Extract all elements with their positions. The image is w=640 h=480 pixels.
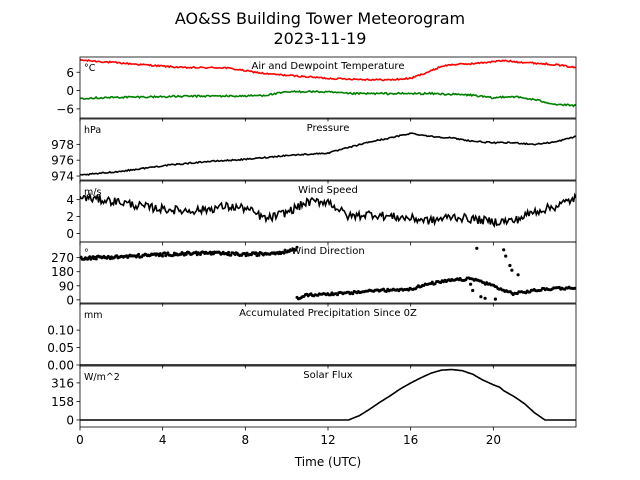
solar-ytick-label: 316 bbox=[51, 376, 74, 390]
wind_direction-ytick-label: 0 bbox=[66, 293, 74, 307]
wind_direction-point bbox=[294, 248, 298, 252]
wind_speed-series-0 bbox=[80, 191, 576, 229]
pressure-ytick-label: 974 bbox=[51, 170, 74, 184]
pressure-unit-label: hPa bbox=[84, 125, 101, 136]
wind_direction-outlier-point bbox=[479, 295, 483, 299]
temp-series-0 bbox=[80, 58, 576, 82]
figure-title-line2: 2023-11-19 bbox=[274, 29, 367, 48]
solar-series-0 bbox=[80, 368, 576, 421]
wind_direction-outlier-point bbox=[483, 296, 487, 300]
temp-ytick-label: 6 bbox=[66, 66, 74, 80]
wind_direction-point bbox=[137, 252, 141, 256]
wind_direction-outlier-point bbox=[504, 254, 508, 258]
figure-title-line1: AO&SS Building Tower Meteorogram bbox=[175, 9, 465, 28]
precip-unit-label: mm bbox=[84, 310, 103, 321]
wind_direction-outlier-point bbox=[493, 297, 497, 301]
x-tick-label: 0 bbox=[76, 433, 84, 447]
temp-unit-label: °C bbox=[84, 63, 96, 74]
wind_direction-point bbox=[229, 253, 233, 257]
wind_direction-outlier-point bbox=[508, 263, 512, 268]
pressure-panel-title: Pressure bbox=[307, 123, 350, 134]
panel-pressure: 978 976 974 hPa Pressure bbox=[51, 118, 577, 184]
wind_direction-outlier-point bbox=[510, 268, 514, 272]
x-tick-label: 12 bbox=[320, 433, 335, 447]
wind_speed-ytick-label: 4 bbox=[66, 193, 74, 207]
chart-panels: 6 0 −6 °C Air and Dewpoint Temperature 978 976… bbox=[47, 56, 577, 431]
wind_direction-outlier-point bbox=[502, 248, 506, 252]
temp-ytick-label: −6 bbox=[56, 102, 74, 116]
wind_direction-series-1 bbox=[295, 276, 576, 301]
x-axis-label: Time (UTC) bbox=[294, 455, 361, 469]
wind_direction-point bbox=[295, 245, 299, 249]
solar-ytick-label: 0 bbox=[66, 413, 74, 427]
solar-ytick-label: 158 bbox=[51, 395, 74, 409]
x-tick-label: 16 bbox=[403, 433, 418, 447]
pressure-ytick-label: 978 bbox=[51, 138, 74, 152]
wind_direction-series-0 bbox=[80, 245, 299, 261]
wind_speed-panel-title: Wind Speed bbox=[298, 185, 358, 196]
panel-temp: 6 0 −6 °C Air and Dewpoint Temperature bbox=[56, 56, 577, 122]
wind_direction-ytick-label: 270 bbox=[51, 251, 74, 265]
wind_direction-point bbox=[161, 254, 164, 258]
precip-ytick-label: 0.05 bbox=[47, 341, 74, 355]
wind_direction-panel-title: Wind Direction bbox=[291, 246, 365, 257]
x-tick-label: 20 bbox=[486, 433, 501, 447]
wind_direction-point bbox=[184, 252, 188, 256]
wind_direction-point bbox=[227, 250, 231, 254]
wind_direction-unit-label: ° bbox=[84, 248, 89, 259]
temp-series-1 bbox=[80, 89, 576, 108]
panel-solar: 316 158 0 W/m^2 Solar Flux bbox=[51, 365, 577, 431]
wind_speed-unit-label: m/s bbox=[84, 187, 101, 198]
solar-unit-label: W/m^2 bbox=[84, 372, 120, 383]
pressure-series-0 bbox=[80, 132, 576, 176]
pressure-ytick-label: 976 bbox=[51, 154, 74, 168]
wind_direction-point bbox=[351, 292, 355, 296]
wind_direction-outlier-point bbox=[516, 273, 520, 277]
precip-ytick-label: 0.10 bbox=[47, 324, 74, 338]
temp-panel-title: Air and Dewpoint Temperature bbox=[252, 61, 405, 72]
temp-ytick-label: 0 bbox=[66, 84, 74, 98]
wind_direction-point bbox=[384, 290, 388, 293]
wind_direction-ytick-label: 180 bbox=[51, 265, 74, 279]
x-axis: 0 4 8 12 16 20 bbox=[76, 433, 501, 447]
wind_speed-ytick-label: 2 bbox=[66, 210, 74, 224]
x-tick-label: 4 bbox=[159, 433, 167, 447]
wind_direction-outlier-point bbox=[469, 282, 473, 286]
x-tick-label: 8 bbox=[242, 433, 250, 447]
wind_direction-outlier-point bbox=[471, 288, 475, 293]
solar-panel-title: Solar Flux bbox=[303, 370, 353, 381]
panel-precip: 0.10 0.05 0.00 mm Accumulated Precipitation … bbox=[47, 303, 577, 373]
precip-panel-title: Accumulated Precipitation Since 0Z bbox=[239, 308, 417, 319]
wind_direction-point bbox=[94, 257, 98, 261]
wind_direction-ytick-label: 90 bbox=[59, 279, 74, 293]
wind_direction-point bbox=[257, 253, 261, 257]
wind_speed-ytick-label: 0 bbox=[66, 227, 74, 241]
precip-ytick-label: 0.00 bbox=[47, 359, 74, 373]
panel-wind_speed: 4 2 0 m/s Wind Speed bbox=[66, 180, 577, 246]
wind_direction-outlier-point bbox=[475, 246, 479, 250]
